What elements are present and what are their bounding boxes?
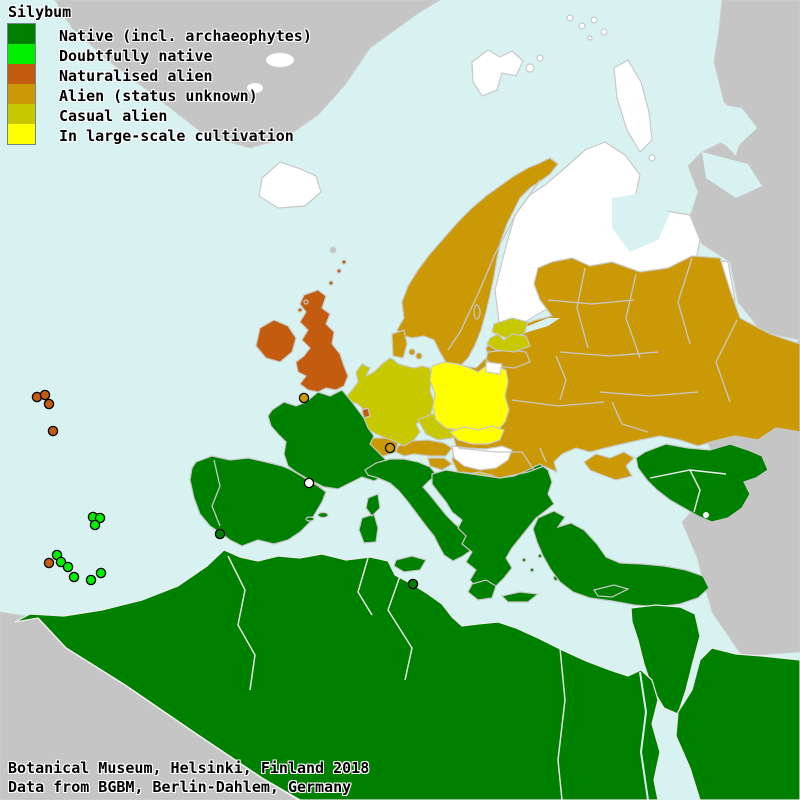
land-iceland bbox=[258, 161, 322, 209]
occurrence-dot-doubtfully_native bbox=[94, 512, 106, 524]
land-luxembourg bbox=[361, 407, 371, 419]
occurrence-dot-naturalised_alien bbox=[47, 425, 59, 437]
occurrence-dot-doubtfully_native bbox=[62, 561, 74, 573]
land-novaya-zemlya bbox=[613, 59, 653, 153]
legend-swatch-column bbox=[7, 23, 36, 145]
land-ireland bbox=[255, 319, 297, 363]
occurrence-dot-naturalised_alien bbox=[43, 398, 55, 410]
land-denmark bbox=[391, 329, 408, 359]
occurrence-dot-no_data bbox=[303, 477, 315, 489]
white-sea bbox=[612, 192, 670, 252]
region-group-cultivation bbox=[429, 361, 510, 445]
land-great-britain bbox=[295, 289, 349, 393]
land-poland bbox=[429, 361, 510, 433]
map-title: Silybum bbox=[8, 3, 72, 21]
legend-row-naturalised bbox=[8, 64, 35, 84]
legend-label-cultivation: In large-scale cultivation bbox=[59, 127, 294, 145]
land-slovenia bbox=[427, 457, 454, 471]
land-slovakia bbox=[448, 425, 505, 445]
region-group-alien-unknown bbox=[357, 157, 800, 480]
land-caucasus bbox=[635, 443, 769, 523]
legend-label-alien-unknown: Alien (status unknown) bbox=[59, 87, 258, 105]
land-levant-syria bbox=[630, 604, 701, 715]
occurrence-dot-naturalised_alien bbox=[43, 557, 55, 569]
legend-row-cultivation bbox=[8, 124, 35, 144]
occurrence-dot-doubtfully_native bbox=[68, 571, 80, 583]
land-gotland bbox=[473, 304, 481, 320]
legend-swatch-alien-unknown bbox=[8, 84, 35, 104]
red-sea bbox=[656, 714, 700, 800]
land-austria bbox=[395, 439, 453, 457]
legend-label-naturalised: Naturalised alien bbox=[59, 67, 213, 85]
legend: Silybum Native (incl. archaeophytes) Dou… bbox=[7, 2, 312, 145]
occurrence-dot-doubtfully_native bbox=[89, 519, 101, 531]
land-latvia bbox=[486, 333, 531, 353]
arctic-bays bbox=[688, 100, 762, 198]
land-north-africa bbox=[14, 549, 661, 800]
legend-label-casual: Casual alien bbox=[59, 107, 168, 125]
land-svalbard bbox=[471, 49, 524, 97]
land-east-europe-russia bbox=[449, 255, 800, 480]
land-armenia-patch bbox=[703, 512, 709, 518]
land-kaliningrad bbox=[485, 361, 503, 375]
attribution: Botanical Museum, Helsinki, Finland 2018… bbox=[8, 759, 369, 797]
region-group-naturalised bbox=[255, 259, 371, 419]
legend-swatch-cultivation bbox=[8, 124, 35, 144]
occurrence-dot-native bbox=[214, 528, 226, 540]
land-crete bbox=[500, 591, 540, 603]
region-group-native-africa bbox=[14, 549, 800, 800]
occurrence-dot-outline_only bbox=[384, 442, 396, 454]
land-turkey bbox=[532, 510, 710, 608]
internal-borders bbox=[211, 179, 738, 527]
occurrence-dots bbox=[31, 389, 419, 590]
legend-row-doubtful bbox=[8, 44, 35, 64]
occurrence-dot-naturalised_alien bbox=[39, 389, 51, 401]
legend-label-native: Native (incl. archaeophytes) bbox=[59, 27, 312, 45]
africa-borders bbox=[37, 469, 727, 800]
land-corsica bbox=[365, 493, 381, 517]
legend-swatch-casual bbox=[8, 104, 35, 124]
land-crimea bbox=[583, 451, 635, 481]
legend-row-native bbox=[8, 24, 35, 44]
region-group-native-europe bbox=[189, 389, 769, 608]
legend-swatch-native bbox=[8, 24, 35, 44]
attribution-line1: Botanical Museum, Helsinki, Finland 2018 bbox=[8, 759, 370, 777]
legend-row-casual bbox=[8, 104, 35, 124]
land-cyprus bbox=[593, 584, 630, 598]
land-balkans bbox=[431, 463, 555, 595]
occurrence-dot-alien_status_unknown bbox=[298, 392, 310, 404]
land-faroe bbox=[329, 246, 337, 254]
legend-labels: Native (incl. archaeophytes) Doubtfully … bbox=[51, 26, 312, 146]
occurrence-dot-doubtfully_native bbox=[95, 567, 107, 579]
land-iberia bbox=[189, 455, 327, 547]
land-estonia bbox=[491, 317, 529, 339]
legend-swatch-doubtful bbox=[8, 44, 35, 64]
occurrence-dot-native bbox=[407, 578, 419, 590]
legend-swatch-naturalised bbox=[8, 64, 35, 84]
land-sicily bbox=[393, 555, 427, 573]
land-peloponnese bbox=[467, 579, 497, 601]
occurrence-dot-doubtfully_native bbox=[85, 574, 97, 586]
legend-label-doubtful: Doubtfully native bbox=[59, 47, 213, 65]
legend-row-alien-unknown bbox=[8, 84, 35, 104]
land-greenland bbox=[54, 0, 441, 149]
land-sardinia bbox=[358, 513, 379, 544]
occurrence-dot-doubtfully_native bbox=[55, 556, 67, 568]
nile-river bbox=[639, 671, 649, 800]
land-arabia bbox=[675, 647, 800, 800]
attribution-line2: Data from BGBM, Berlin-Dahlem, Germany bbox=[8, 778, 352, 796]
